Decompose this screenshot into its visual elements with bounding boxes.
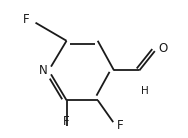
Text: N: N xyxy=(39,64,48,77)
Text: F: F xyxy=(63,115,70,128)
Text: F: F xyxy=(23,14,29,26)
Text: O: O xyxy=(159,42,168,55)
Text: H: H xyxy=(141,86,149,96)
Text: F: F xyxy=(117,119,124,132)
